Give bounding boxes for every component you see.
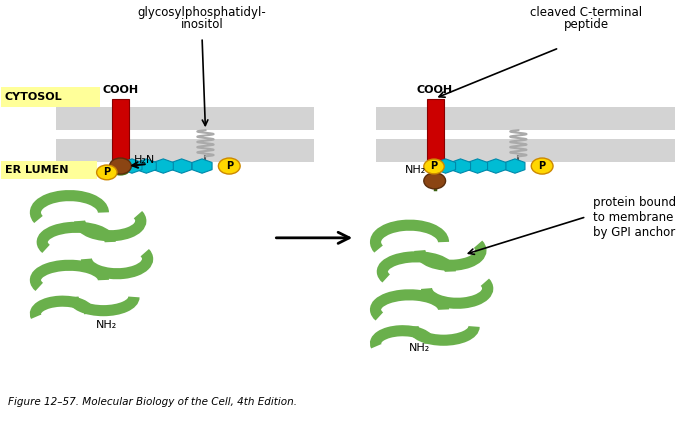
Text: inositol: inositol: [181, 18, 223, 31]
Text: P: P: [430, 162, 438, 171]
Text: COOH: COOH: [102, 85, 139, 95]
Text: H₂N: H₂N: [134, 155, 155, 165]
Text: NH₂: NH₂: [96, 320, 118, 330]
Text: P: P: [226, 161, 233, 171]
Text: P: P: [539, 161, 546, 171]
Text: COOH: COOH: [417, 85, 453, 95]
FancyBboxPatch shape: [376, 107, 675, 130]
Text: NH₂: NH₂: [405, 165, 427, 175]
Ellipse shape: [424, 159, 444, 174]
FancyBboxPatch shape: [0, 87, 100, 107]
Text: cleaved C-terminal: cleaved C-terminal: [530, 6, 642, 19]
Text: protein bound
to membrane
by GPI anchor: protein bound to membrane by GPI anchor: [593, 196, 677, 238]
Text: NH₂: NH₂: [409, 343, 430, 354]
Ellipse shape: [109, 158, 132, 174]
Ellipse shape: [219, 158, 240, 174]
FancyBboxPatch shape: [56, 139, 315, 162]
Text: glycosylphosphatidyl-: glycosylphosphatidyl-: [138, 6, 267, 19]
Ellipse shape: [531, 158, 553, 174]
Ellipse shape: [97, 165, 117, 180]
FancyBboxPatch shape: [112, 99, 129, 168]
Ellipse shape: [112, 166, 129, 175]
FancyBboxPatch shape: [427, 99, 443, 168]
Text: CYTOSOL: CYTOSOL: [5, 92, 63, 102]
Text: P: P: [103, 167, 111, 177]
Text: peptide: peptide: [564, 18, 609, 31]
Text: ER LUMEN: ER LUMEN: [5, 165, 68, 175]
Ellipse shape: [424, 173, 445, 189]
FancyBboxPatch shape: [0, 161, 97, 179]
FancyBboxPatch shape: [56, 107, 315, 130]
Text: Figure 12–57. Molecular Biology of the Cell, 4th Edition.: Figure 12–57. Molecular Biology of the C…: [8, 397, 297, 407]
FancyBboxPatch shape: [376, 139, 675, 162]
